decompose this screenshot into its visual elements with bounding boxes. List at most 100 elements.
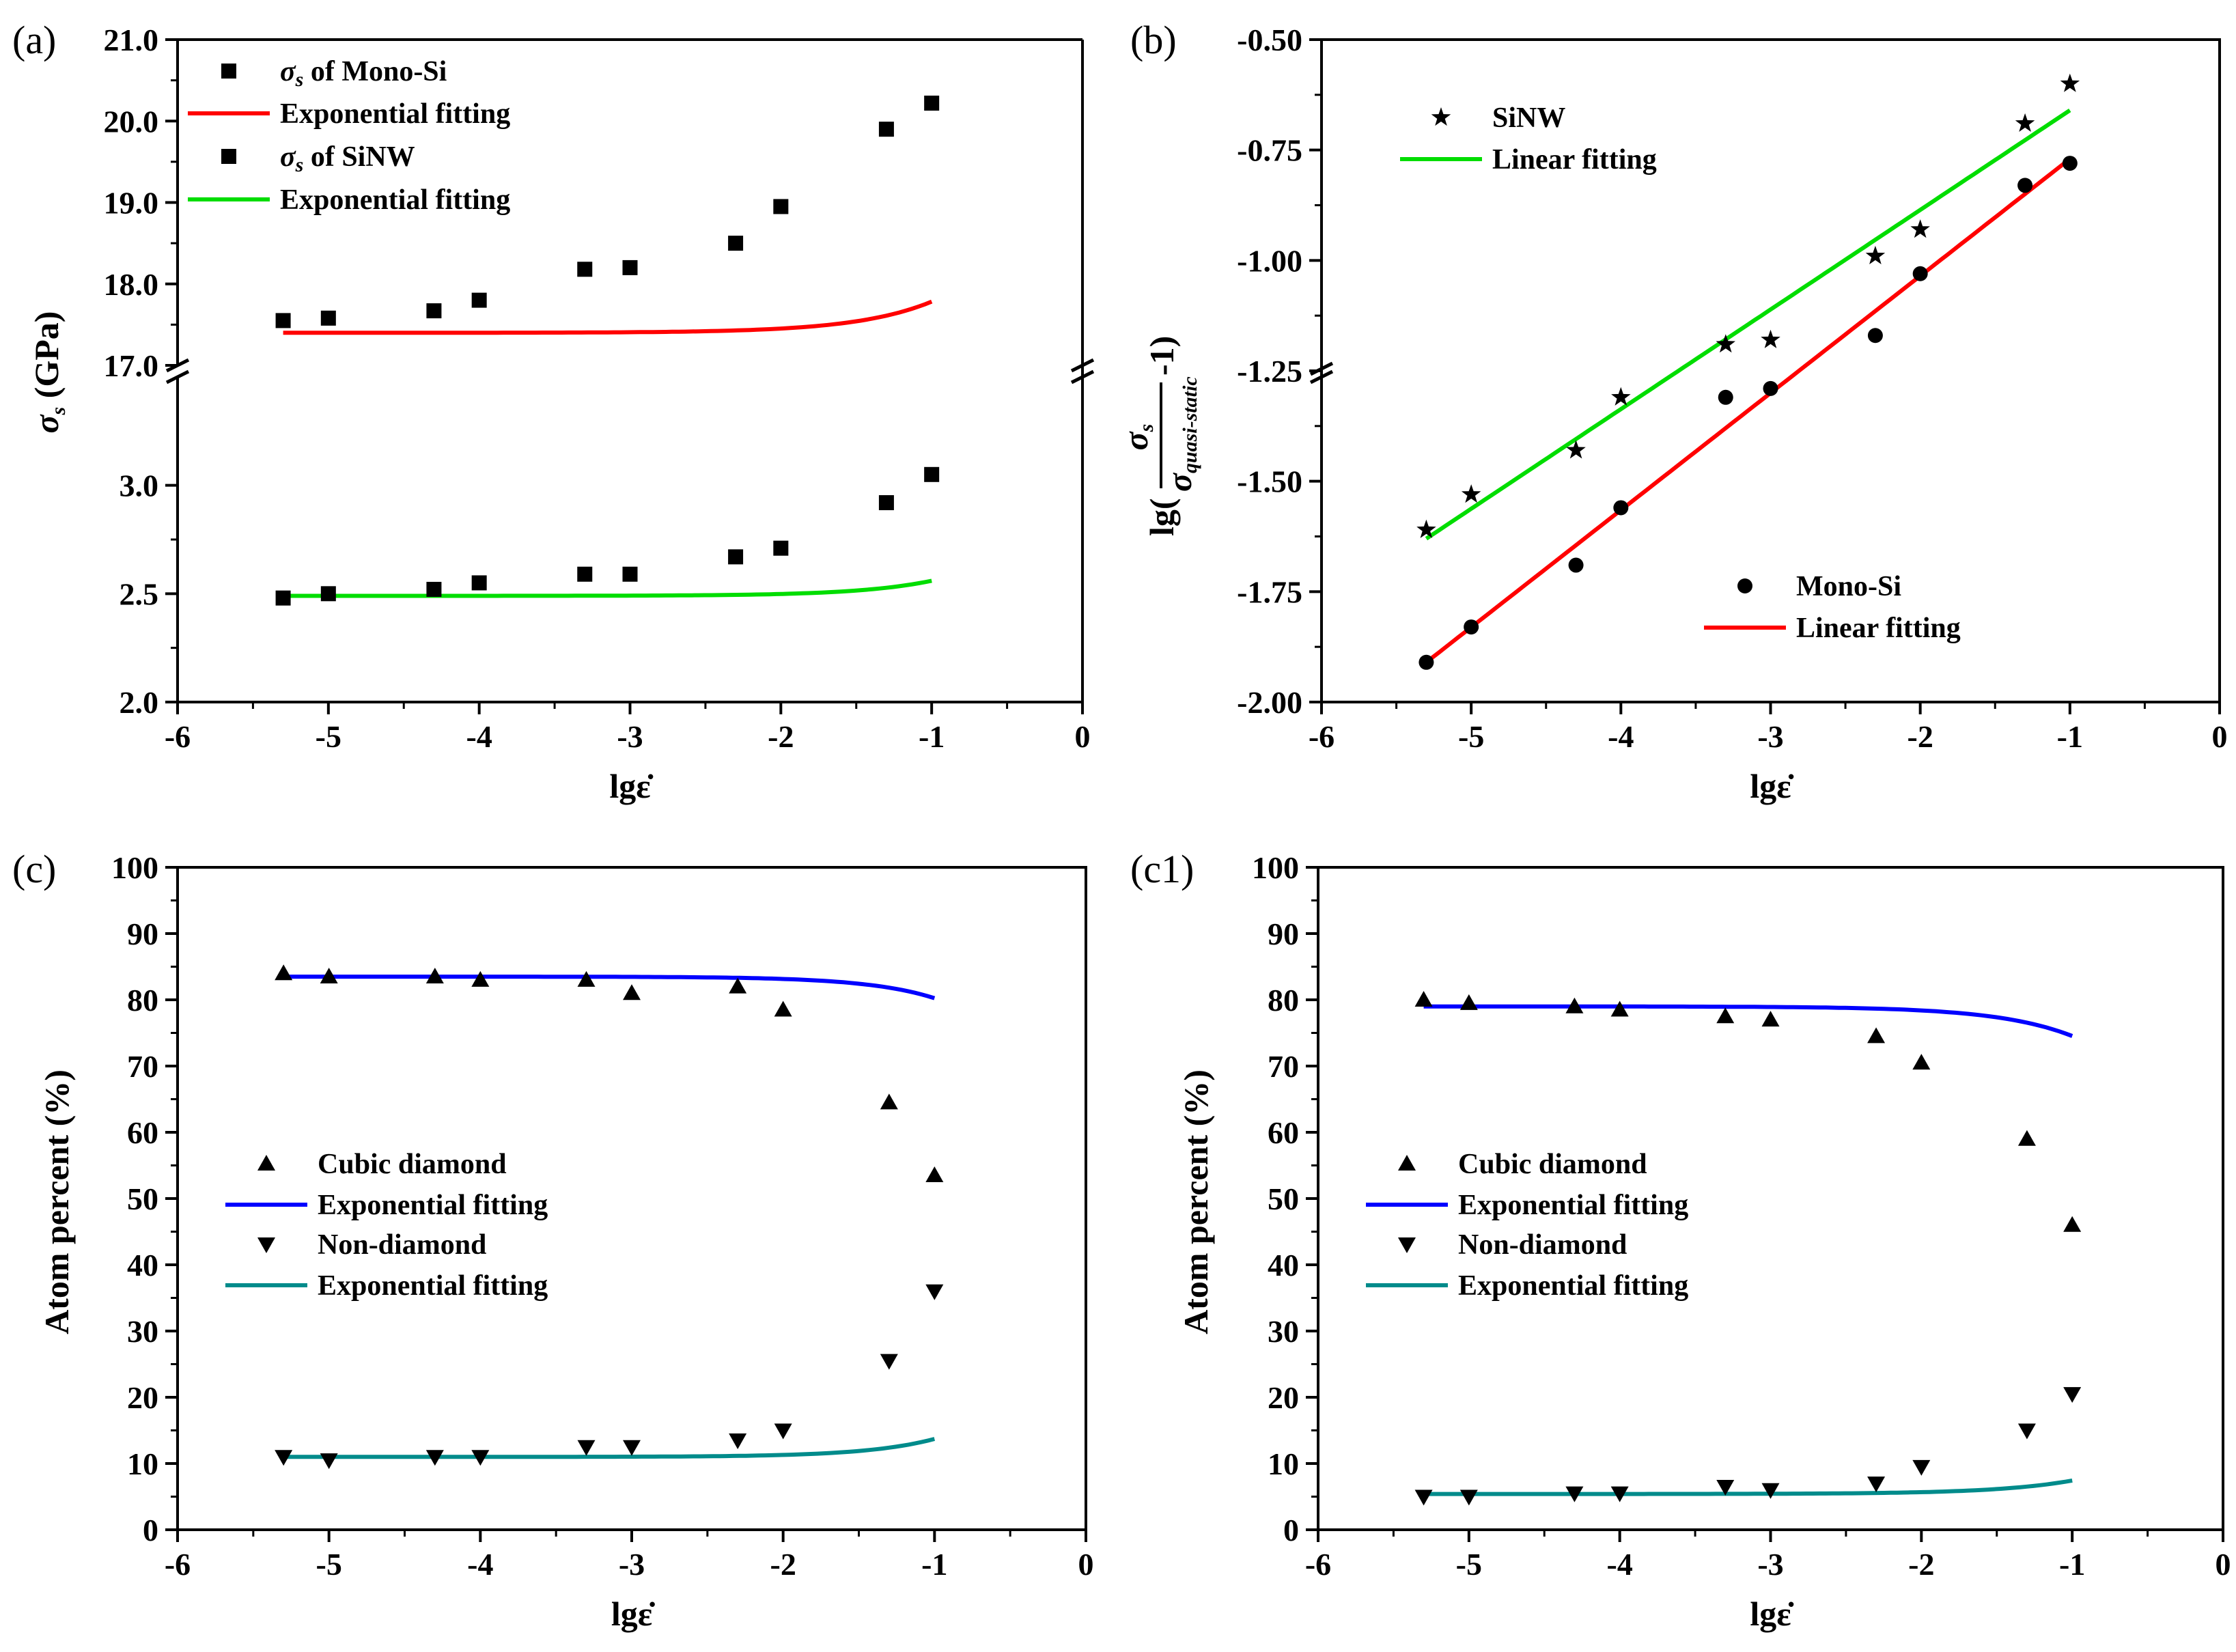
x-tick-label: 0: [2216, 1547, 2231, 1582]
data-point: [1910, 219, 1930, 238]
data-point: [1464, 619, 1479, 635]
text-span: Mono-Si: [1796, 571, 1901, 602]
y-tick-label: 70: [127, 1049, 158, 1084]
data-point: [320, 1453, 338, 1470]
legend-label: Exponential fitting: [318, 1190, 548, 1221]
y-tick-label: 2.0: [120, 685, 159, 720]
panel-label: (c): [12, 847, 56, 891]
y-tick-label: 50: [127, 1181, 158, 1216]
text-span: s: [295, 154, 304, 176]
data-point: [623, 1440, 641, 1456]
data-point: [2017, 178, 2033, 193]
y-tick-label: 20: [1268, 1380, 1299, 1415]
x-axis-title: lgε̇: [1750, 1595, 1793, 1633]
x-tick-label: -1: [921, 1547, 947, 1582]
y-tick-label: -1.50: [1237, 464, 1302, 499]
data-point: [2063, 1387, 2082, 1403]
data-point: [577, 566, 593, 582]
fit-line-3: [283, 578, 932, 598]
axis-break-mark: [1309, 369, 1334, 384]
fit-line-1: [1423, 1004, 2073, 1038]
legend-label: Cubic diamond: [1458, 1149, 1647, 1180]
text-span: s: [47, 407, 70, 416]
legend-label: Non-diamond: [318, 1229, 486, 1261]
text-span: s: [1135, 424, 1158, 433]
x-tick-label: -2: [1907, 719, 1933, 754]
y-tick-label: 30: [1268, 1314, 1299, 1349]
y-tick-label: 3.0: [120, 468, 159, 503]
y-tick-label: 50: [1268, 1181, 1299, 1216]
legend-label: σs of SiNW: [280, 141, 415, 176]
data-point: [1716, 334, 1735, 353]
x-tick-label: -3: [619, 1547, 645, 1582]
text-span: Cubic diamond: [318, 1149, 507, 1180]
text-span: σ: [1117, 430, 1155, 450]
fit-line-3: [1423, 1478, 2073, 1496]
data-point: [1761, 329, 1780, 348]
legend-label: Mono-Si: [1796, 571, 1901, 602]
text-span: of SiNW: [303, 141, 415, 173]
text-span: σ: [280, 141, 296, 173]
y-tick-label: 19.0: [104, 186, 159, 221]
y-tick-label: -0.75: [1237, 133, 1302, 168]
legend-marker: [1737, 578, 1752, 593]
data-point: [1716, 1479, 1735, 1496]
y-tick-label: -1.00: [1237, 243, 1302, 278]
legend-marker: [1398, 1155, 1416, 1171]
x-tick-label: 0: [1078, 1547, 1094, 1582]
x-tick-label: -2: [770, 1547, 796, 1582]
y-tick-label: 100: [1252, 850, 1299, 885]
data-point: [471, 1450, 490, 1466]
y-tick-label: 80: [1268, 983, 1299, 1018]
data-point: [577, 1440, 596, 1456]
data-point: [1459, 994, 1478, 1010]
x-tick-label: -1: [919, 719, 945, 754]
data-point: [1867, 1027, 1886, 1044]
legend-marker: [1398, 1237, 1416, 1253]
y-tick-label: 100: [111, 850, 158, 885]
fit-line-1: [283, 975, 936, 1000]
x-tick-label: -1: [2059, 1547, 2085, 1582]
data-point: [425, 968, 444, 984]
data-point: [1461, 484, 1481, 503]
data-point: [577, 262, 593, 277]
data-point: [1414, 991, 1433, 1007]
data-point: [426, 581, 442, 597]
y-title-denominator: σquasi-static: [1160, 376, 1201, 492]
panel-label: (b): [1130, 18, 1177, 62]
legend-marker: [257, 1155, 275, 1171]
text-span: Exponential fitting: [280, 184, 510, 216]
data-point: [880, 1093, 898, 1110]
x-tick-label: -4: [1608, 719, 1634, 754]
plot-frame: [1320, 38, 2221, 703]
data-point: [878, 495, 894, 511]
y-tick-label: 90: [1268, 916, 1299, 951]
text-span: Linear fitting: [1492, 144, 1657, 176]
data-point: [320, 968, 338, 984]
data-point: [773, 540, 789, 556]
x-tick-label: -5: [316, 1547, 342, 1582]
x-tick-label: -3: [1757, 1547, 1783, 1582]
data-point: [1610, 1000, 1629, 1017]
panel-b: -6 -5 -4 -3 -2 -1 0 lgε̇ -2.00 -1.75 -1.50 -1.25 -1.…: [1117, 18, 2228, 805]
data-point: [275, 590, 291, 606]
y-axis-title: σs (GPa): [27, 311, 70, 434]
legend-label: Exponential fitting: [280, 184, 510, 216]
y-tick-label: 0: [1283, 1513, 1299, 1548]
y-tick-label: 10: [1268, 1446, 1299, 1481]
data-point: [728, 236, 744, 251]
x-tick-label: -5: [1456, 1547, 1482, 1582]
legend-label: σs of Mono-Si: [280, 56, 447, 91]
data-point: [1912, 1054, 1931, 1070]
data-point: [880, 1354, 898, 1370]
text-span: σ: [1160, 472, 1199, 492]
y-tick-label: 90: [127, 916, 158, 951]
data-point: [1716, 1007, 1735, 1024]
data-point: [275, 964, 293, 981]
legend-label: Non-diamond: [1458, 1229, 1627, 1261]
text-span: s: [295, 68, 304, 91]
y-tick-label: 20.0: [104, 104, 159, 139]
axis-break-mark: [1070, 369, 1095, 384]
legend-label: Linear fitting: [1492, 144, 1657, 176]
data-point: [1912, 266, 1928, 281]
